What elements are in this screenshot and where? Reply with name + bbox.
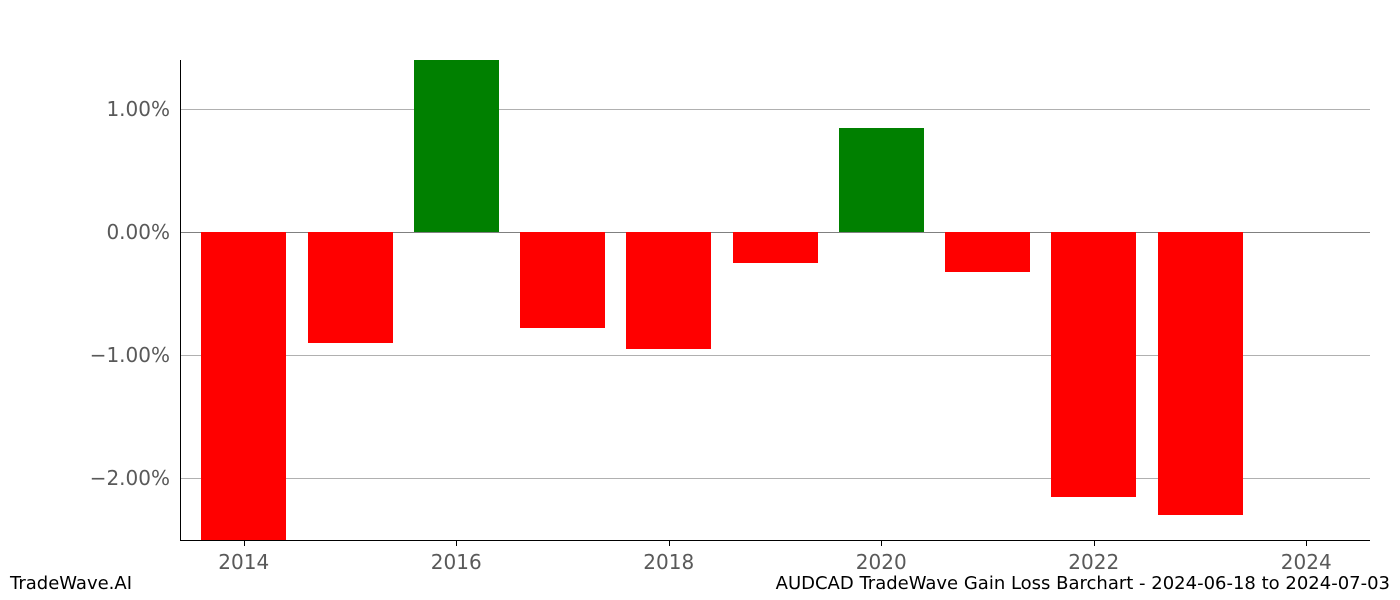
bar xyxy=(945,232,1030,271)
bar xyxy=(414,60,499,232)
bar xyxy=(520,232,605,328)
footer-caption: AUDCAD TradeWave Gain Loss Barchart - 20… xyxy=(776,573,1390,594)
x-axis-tick-label: 2022 xyxy=(1068,540,1119,574)
x-axis-tick-label: 2024 xyxy=(1281,540,1332,574)
bar xyxy=(626,232,711,349)
x-axis-tick-label: 2016 xyxy=(431,540,482,574)
y-axis-tick-label: −2.00% xyxy=(90,466,180,490)
plot-area: −2.00%−1.00%0.00%1.00%201420162018202020… xyxy=(180,60,1370,540)
footer-brand: TradeWave.AI xyxy=(10,573,132,594)
chart-container: −2.00% −1.00% 0.00% 1.00% 2014 2016 2018 2020 20… xyxy=(0,0,1400,600)
bar xyxy=(201,232,286,540)
bar xyxy=(1158,232,1243,515)
bar xyxy=(839,128,924,233)
x-axis-tick-label: 2020 xyxy=(856,540,907,574)
y-axis-tick-label: 1.00% xyxy=(106,97,180,121)
bar xyxy=(308,232,393,343)
y-axis-tick-label: 0.00% xyxy=(106,220,180,244)
grid-line xyxy=(180,109,1370,110)
bar xyxy=(733,232,818,263)
y-axis-tick-label: −1.00% xyxy=(90,343,180,367)
y-axis-spine xyxy=(180,60,181,540)
x-axis-tick-label: 2014 xyxy=(218,540,269,574)
x-axis-tick-label: 2018 xyxy=(643,540,694,574)
bar xyxy=(1051,232,1136,497)
x-axis-spine xyxy=(180,540,1370,541)
